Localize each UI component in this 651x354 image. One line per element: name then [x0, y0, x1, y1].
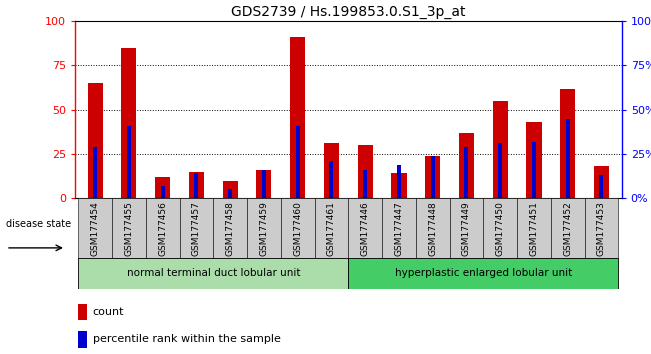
Text: disease state: disease state [6, 218, 71, 229]
Bar [391, 173, 406, 198]
Bar [348, 258, 618, 289]
Bar [594, 166, 609, 198]
Text: GSM177447: GSM177447 [395, 201, 404, 256]
Bar [121, 48, 137, 198]
Bar [161, 186, 165, 198]
Text: count: count [92, 307, 124, 317]
Text: GSM177454: GSM177454 [90, 201, 100, 256]
Bar [493, 101, 508, 198]
Bar [296, 126, 299, 198]
Bar [450, 198, 483, 258]
Bar [180, 198, 214, 258]
Text: GSM177450: GSM177450 [495, 201, 505, 256]
Bar [527, 122, 542, 198]
Bar [228, 189, 232, 198]
Bar [78, 258, 348, 289]
Bar [281, 198, 314, 258]
Text: GSM177446: GSM177446 [361, 201, 370, 256]
Text: GSM177452: GSM177452 [563, 201, 572, 256]
Bar [290, 37, 305, 198]
Bar [155, 177, 170, 198]
Bar [112, 198, 146, 258]
Text: GSM177448: GSM177448 [428, 201, 437, 256]
Bar [214, 198, 247, 258]
Text: GSM177453: GSM177453 [597, 201, 606, 256]
Bar [363, 170, 367, 198]
Title: GDS2739 / Hs.199853.0.S1_3p_at: GDS2739 / Hs.199853.0.S1_3p_at [231, 5, 465, 19]
Bar [324, 143, 339, 198]
Text: GSM177458: GSM177458 [226, 201, 234, 256]
Text: GSM177460: GSM177460 [293, 201, 302, 256]
Bar [247, 198, 281, 258]
Text: percentile rank within the sample: percentile rank within the sample [92, 335, 281, 344]
Bar [195, 173, 199, 198]
Bar [329, 161, 333, 198]
Bar [600, 175, 603, 198]
Bar [532, 142, 536, 198]
Bar [431, 156, 435, 198]
Bar [127, 126, 131, 198]
Bar [397, 165, 401, 198]
Text: GSM177459: GSM177459 [259, 201, 268, 256]
Bar [93, 147, 97, 198]
Bar [77, 304, 87, 320]
Bar [425, 156, 440, 198]
Text: GSM177455: GSM177455 [124, 201, 133, 256]
Text: GSM177461: GSM177461 [327, 201, 336, 256]
Bar [256, 170, 271, 198]
Bar [262, 170, 266, 198]
Bar [87, 83, 103, 198]
Text: GSM177457: GSM177457 [192, 201, 201, 256]
Bar [560, 88, 575, 198]
Bar [77, 331, 87, 348]
Bar [348, 198, 382, 258]
Bar [416, 198, 450, 258]
Bar [223, 181, 238, 198]
Bar [146, 198, 180, 258]
Bar [459, 133, 474, 198]
Bar [483, 198, 517, 258]
Bar [78, 198, 112, 258]
Text: hyperplastic enlarged lobular unit: hyperplastic enlarged lobular unit [395, 268, 572, 279]
Text: GSM177451: GSM177451 [529, 201, 538, 256]
Bar [357, 145, 373, 198]
Bar [382, 198, 416, 258]
Bar [585, 198, 618, 258]
Bar [314, 198, 348, 258]
Text: GSM177456: GSM177456 [158, 201, 167, 256]
Bar [551, 198, 585, 258]
Text: normal terminal duct lobular unit: normal terminal duct lobular unit [126, 268, 300, 279]
Bar [189, 172, 204, 198]
Bar [517, 198, 551, 258]
Text: GSM177449: GSM177449 [462, 201, 471, 256]
Bar [464, 147, 469, 198]
Bar [498, 143, 502, 198]
Bar [566, 119, 570, 198]
